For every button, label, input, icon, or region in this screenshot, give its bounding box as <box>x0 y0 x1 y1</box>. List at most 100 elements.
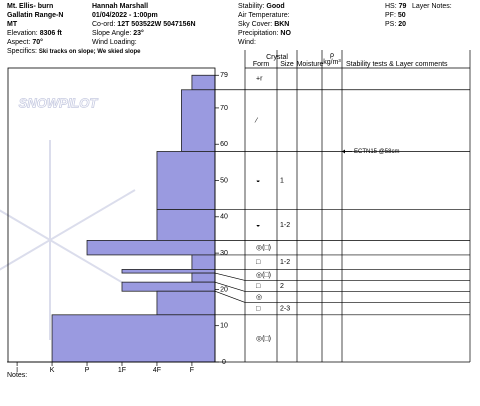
field: Wind Loading: <box>92 39 137 46</box>
field-label: Air Temperature: <box>238 12 290 19</box>
field-label: Stability: <box>238 3 265 10</box>
specifics-label: Specifics: <box>7 48 37 55</box>
col-header: Stability tests & Layer comments <box>346 61 448 68</box>
field-value: 79 <box>399 3 407 10</box>
col-header: Moisture <box>297 61 324 68</box>
field-value: 8306 ft <box>40 30 63 37</box>
hardness-layer <box>156 151 216 210</box>
col-header: Form <box>253 61 270 68</box>
field-value: 70° <box>32 38 43 46</box>
hardness-layer <box>191 254 216 270</box>
y-tick-label: 79 <box>220 72 228 79</box>
field: Slope Angle: 23° <box>92 29 144 37</box>
field-label: PF: <box>385 12 396 19</box>
field: Sky Cover: BKN <box>238 21 289 28</box>
grain-form: ◒ <box>256 177 260 184</box>
field: PF: 50 <box>385 12 406 19</box>
y-tick-label: 20 <box>220 286 228 293</box>
y-tick-label: 50 <box>220 177 228 184</box>
field-label: HS: <box>385 3 397 10</box>
hardness-layer <box>86 240 216 256</box>
field: HS: 79 <box>385 3 407 10</box>
layer-notes: Layer Notes: <box>412 3 452 10</box>
field-label: Aspect: <box>7 39 30 46</box>
x-tick-label: F <box>190 367 194 374</box>
grain-size: 1 <box>280 177 284 184</box>
field: Stability: Good <box>238 3 285 10</box>
grain-form: ◎(□) <box>256 245 271 252</box>
grain-form: ◎(□) <box>256 335 271 342</box>
grain-form: ⁄ <box>254 117 259 124</box>
field-label: Co-ord: <box>92 21 115 28</box>
location: Gallatin Range-N <box>7 12 63 19</box>
grain-size: 2-3 <box>280 305 290 312</box>
arrow-head <box>342 149 345 154</box>
hardness-layer <box>191 74 216 91</box>
location: Mt. Ellis- burn <box>7 3 53 10</box>
col-header: Size <box>280 61 294 68</box>
datetime: 01/04/2022 - 1:00pm <box>92 12 158 19</box>
y-tick-label: 10 <box>220 323 228 330</box>
specifics: Specifics: Ski tracks on slope; We skied… <box>7 48 141 55</box>
grain-size: 2 <box>280 283 284 290</box>
field-value: 50 <box>398 12 406 19</box>
col-header: ρ <box>330 52 334 59</box>
field-value: NO <box>280 30 291 37</box>
field: Air Temperature: <box>238 12 290 19</box>
field-value: 23° <box>133 29 144 37</box>
hardness-layer <box>121 269 216 274</box>
row-connector <box>214 281 246 292</box>
hardness-layer <box>51 314 216 363</box>
hardness-layer <box>156 290 216 316</box>
field-label: Slope Angle: <box>92 30 131 37</box>
row-connector <box>214 290 246 303</box>
field: Elevation: 8306 ft <box>7 30 63 37</box>
hardness-layer <box>156 209 216 241</box>
grain-form: ◒ <box>256 222 260 229</box>
field: Wind: <box>238 39 256 46</box>
grain-form: □ <box>256 283 261 290</box>
watermark: SNOWPILOT <box>19 95 99 110</box>
field-label: Precipitation: <box>238 30 279 37</box>
field: PS: 20 <box>385 21 406 28</box>
watermark-flake <box>0 140 136 340</box>
field-value: BKN <box>274 21 289 28</box>
grain-form: □ <box>256 305 261 312</box>
field: Co-ord: 12T 503522W 5047156N <box>92 21 196 28</box>
field-label: Sky Cover: <box>238 21 272 28</box>
field: Precipitation: NO <box>238 30 291 37</box>
observer: Hannah Marshall <box>92 3 148 10</box>
field-value: 20 <box>398 21 406 28</box>
y-tick-label: 30 <box>220 250 228 257</box>
field-value: 12T 503522W 5047156N <box>117 21 195 28</box>
col-header: kg/m³ <box>323 59 341 66</box>
x-tick-label: 1F <box>118 367 126 374</box>
y-tick-label: 60 <box>220 141 228 148</box>
hardness-layer <box>191 272 216 283</box>
test-label: ECTN15 @58cm <box>354 149 399 155</box>
field-value: Good <box>266 3 284 10</box>
field-label: Wind: <box>238 39 256 46</box>
specifics-value: Ski tracks on slope; We skied slope <box>39 49 141 55</box>
field: Aspect: 70° <box>7 38 43 46</box>
x-tick-label: I <box>16 367 18 374</box>
hardness-layer <box>121 281 216 292</box>
grain-form: +r <box>256 76 263 83</box>
y-tick-label: 70 <box>220 105 228 112</box>
field-label: Wind Loading: <box>92 39 137 46</box>
x-tick-label: K <box>50 367 55 374</box>
y-tick-label: 40 <box>220 214 228 221</box>
crystal-header: Crystal <box>266 54 288 61</box>
x-tick-label: 4F <box>153 367 161 374</box>
field-label: Elevation: <box>7 30 38 37</box>
grain-form: ◎(□) <box>256 272 271 279</box>
x-tick-label: P <box>85 367 90 374</box>
field-label: PS: <box>385 21 396 28</box>
grain-size: 1-2 <box>280 222 290 229</box>
row-connector <box>214 272 246 281</box>
grain-form: □ <box>256 259 261 266</box>
hardness-layer <box>181 89 216 152</box>
grain-form: ◎ <box>256 294 262 301</box>
